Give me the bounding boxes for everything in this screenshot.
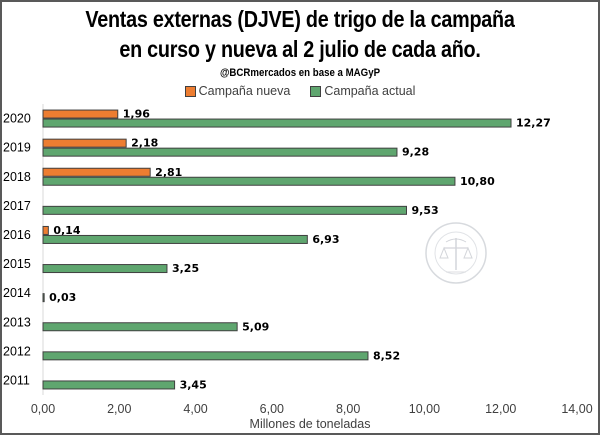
x-tick-label: 6,00	[260, 402, 284, 416]
category-label-2019: 2019	[3, 141, 31, 155]
bar-campana-actual-2011	[42, 380, 176, 390]
bar-campana-actual-2018	[42, 176, 456, 186]
data-label-campana-actual-2018: 10,80	[460, 175, 495, 188]
bar-campana-actual-2015	[42, 264, 168, 274]
bar-campana-actual-2020	[42, 118, 512, 128]
bar-campana-actual-2017	[42, 205, 408, 215]
category-label-2017: 2017	[3, 199, 31, 213]
bar-campana-actual-2013	[42, 322, 238, 332]
data-label-campana-nueva-2016: 0,14	[53, 224, 80, 237]
category-label-2018: 2018	[3, 170, 31, 184]
data-label-campana-actual-2011: 3,45	[180, 378, 207, 391]
legend-swatch-campana-actual	[310, 85, 322, 97]
data-label-campana-actual-2014: 0,03	[49, 291, 76, 304]
chart-title-line-1: Ventas externas (DJVE) de trigo de la ca…	[85, 6, 515, 32]
x-axis-title: Millones de toneladas	[250, 417, 371, 431]
category-label-2015: 2015	[3, 257, 31, 271]
data-label-campana-actual-2019: 9,28	[402, 146, 429, 159]
category-label-2014: 2014	[3, 286, 31, 300]
bar-campana-actual-2019	[42, 147, 398, 157]
category-label-2020: 2020	[3, 112, 31, 126]
chart-title-line-2: en curso y nueva al 2 julio de cada año.	[119, 36, 481, 62]
data-label-campana-nueva-2020: 1,96	[123, 108, 150, 121]
x-tick-label: 14,00	[561, 402, 592, 416]
x-tick-label: 8,00	[336, 402, 360, 416]
bar-campana-nueva-2018	[42, 167, 151, 177]
x-tick-label: 10,00	[409, 402, 440, 416]
data-label-campana-actual-2017: 9,53	[412, 204, 439, 217]
x-tick-label: 0,00	[31, 402, 55, 416]
chart-subtitle: @BCRmercados en base a MAGyP	[219, 67, 381, 79]
legend-item-campana-actual: Campaña actual	[310, 84, 415, 98]
data-label-campana-actual-2015: 3,25	[172, 262, 199, 275]
legend-label-campana-nueva: Campaña nueva	[198, 84, 291, 98]
data-label-campana-nueva-2019: 2,18	[131, 137, 158, 150]
x-tick-label: 2,00	[107, 402, 131, 416]
watermark-seal-icon	[425, 222, 487, 284]
legend-label-campana-actual: Campaña actual	[324, 84, 416, 98]
category-label-2013: 2013	[3, 315, 31, 329]
category-label-2011: 2011	[3, 373, 30, 387]
chart-legend: Campaña nueva Campaña actual	[0, 84, 600, 98]
x-tick-label: 4,00	[183, 402, 207, 416]
data-label-campana-actual-2020: 12,27	[516, 117, 551, 130]
bar-campana-nueva-2016	[42, 225, 49, 235]
data-label-campana-actual-2013: 5,09	[242, 320, 269, 333]
data-label-campana-actual-2012: 8,52	[373, 349, 400, 362]
x-tick-label: 12,00	[485, 402, 516, 416]
data-label-campana-nueva-2018: 2,81	[155, 166, 182, 179]
category-label-2012: 2012	[3, 344, 31, 358]
category-label-2016: 2016	[3, 228, 31, 242]
bar-campana-actual-2014	[42, 293, 45, 303]
bar-campana-nueva-2020	[42, 109, 119, 119]
bar-campana-actual-2016	[42, 234, 308, 244]
legend-swatch-campana-nueva	[184, 85, 196, 97]
data-label-campana-actual-2016: 6,93	[312, 233, 339, 246]
bar-campana-nueva-2019	[42, 138, 127, 148]
bar-campana-actual-2012	[42, 351, 369, 361]
legend-item-campana-nueva: Campaña nueva	[184, 84, 291, 98]
